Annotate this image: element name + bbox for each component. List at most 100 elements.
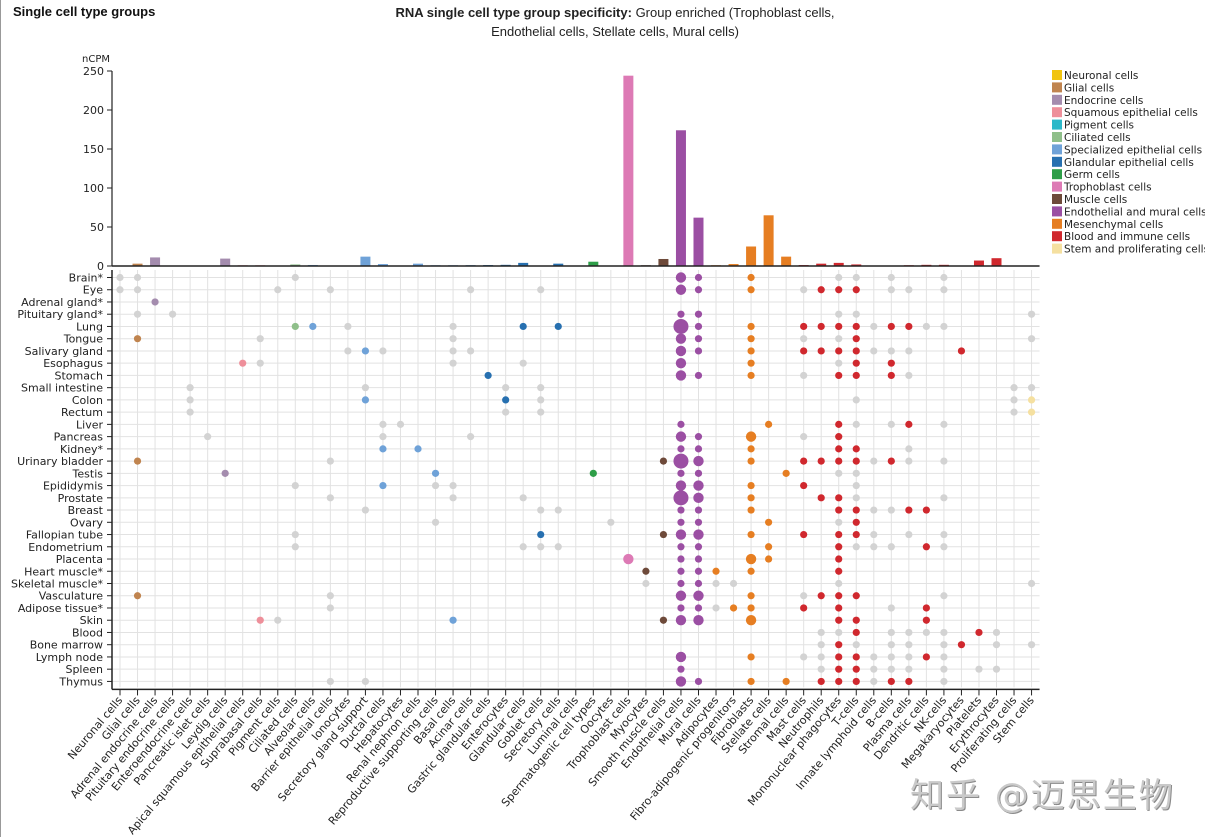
dot bbox=[835, 371, 843, 380]
dot bbox=[502, 384, 510, 392]
dot bbox=[537, 506, 545, 514]
dot bbox=[712, 567, 720, 575]
dot bbox=[589, 469, 597, 477]
dot bbox=[905, 530, 913, 539]
dot bbox=[675, 431, 687, 442]
dot bbox=[642, 567, 650, 575]
bar bbox=[833, 262, 844, 266]
dot bbox=[326, 457, 334, 465]
dot bbox=[940, 653, 948, 661]
dot bbox=[887, 641, 895, 649]
dot bbox=[502, 396, 510, 404]
dot bbox=[133, 310, 142, 318]
dot bbox=[940, 677, 948, 686]
dot bbox=[745, 431, 757, 442]
dot bbox=[675, 370, 687, 381]
row-label: Kidney* bbox=[60, 443, 104, 456]
dot bbox=[887, 677, 895, 686]
dot bbox=[712, 604, 720, 612]
dot bbox=[675, 272, 687, 283]
dot bbox=[852, 592, 860, 600]
bar bbox=[991, 258, 1002, 266]
dot bbox=[677, 665, 685, 673]
bar bbox=[973, 260, 984, 266]
dot bbox=[467, 433, 475, 441]
bar bbox=[360, 256, 371, 266]
legend-swatch bbox=[1052, 206, 1062, 217]
dot bbox=[852, 273, 860, 282]
dot bbox=[765, 420, 773, 428]
row-label: Vasculature bbox=[39, 590, 104, 603]
dot bbox=[449, 347, 457, 355]
y-tick-label: 0 bbox=[97, 260, 104, 273]
dot bbox=[1027, 396, 1036, 404]
dot bbox=[519, 359, 527, 367]
dot bbox=[361, 347, 370, 355]
dot bbox=[623, 553, 634, 565]
dot bbox=[659, 530, 668, 539]
row-label: Heart muscle* bbox=[24, 565, 103, 578]
dot bbox=[694, 567, 703, 575]
dot bbox=[870, 347, 878, 355]
row-label: Endometrium bbox=[28, 541, 103, 554]
legend-label: Trophoblast cells bbox=[1063, 182, 1152, 194]
dot bbox=[361, 506, 370, 514]
dot bbox=[186, 396, 194, 404]
dot bbox=[133, 592, 142, 600]
dot bbox=[835, 604, 843, 612]
dot bbox=[852, 641, 860, 649]
legend-swatch bbox=[1052, 181, 1062, 192]
bar bbox=[675, 130, 686, 266]
dot bbox=[675, 357, 687, 369]
dot bbox=[1027, 310, 1036, 318]
legend-label: Specialized epithelial cells bbox=[1064, 144, 1202, 156]
dot bbox=[694, 322, 703, 331]
row-label: Ovary bbox=[70, 516, 103, 529]
dot bbox=[677, 567, 685, 575]
dot bbox=[835, 506, 843, 514]
dot bbox=[835, 641, 843, 649]
dot bbox=[745, 553, 757, 565]
dot bbox=[116, 273, 124, 282]
legend-label: Germ cells bbox=[1064, 169, 1120, 181]
dot bbox=[326, 494, 334, 502]
dot bbox=[782, 677, 790, 686]
chart-title: RNA single cell type group specificity: … bbox=[380, 3, 850, 41]
dot bbox=[659, 616, 668, 624]
dot bbox=[852, 335, 860, 343]
row-label: Salivary gland bbox=[25, 345, 103, 358]
dot bbox=[817, 677, 825, 686]
dot bbox=[1027, 408, 1036, 416]
dot bbox=[537, 408, 545, 416]
dot bbox=[467, 286, 475, 294]
dot bbox=[747, 494, 755, 502]
bar bbox=[851, 264, 862, 266]
dot bbox=[291, 273, 299, 282]
dot bbox=[537, 384, 545, 392]
dot bbox=[694, 445, 703, 453]
dot bbox=[887, 322, 895, 331]
dot bbox=[782, 469, 790, 477]
watermark: 知乎 @迈思生物 bbox=[910, 776, 1175, 816]
dot bbox=[835, 543, 843, 551]
dot bbox=[887, 286, 895, 294]
dot bbox=[361, 384, 370, 392]
dot bbox=[835, 677, 843, 686]
dot bbox=[693, 492, 704, 504]
dot bbox=[1010, 408, 1018, 416]
legend-swatch bbox=[1052, 218, 1062, 229]
bar-series bbox=[115, 75, 1037, 267]
dot bbox=[519, 494, 527, 502]
dot bbox=[694, 335, 703, 343]
dot bbox=[747, 359, 755, 367]
dot bbox=[835, 335, 843, 343]
dot bbox=[747, 506, 755, 514]
dot bbox=[379, 481, 387, 490]
legend-swatch bbox=[1052, 119, 1062, 130]
dot bbox=[729, 579, 738, 588]
dot bbox=[817, 592, 825, 600]
dot bbox=[905, 286, 913, 294]
dot bbox=[852, 347, 860, 355]
